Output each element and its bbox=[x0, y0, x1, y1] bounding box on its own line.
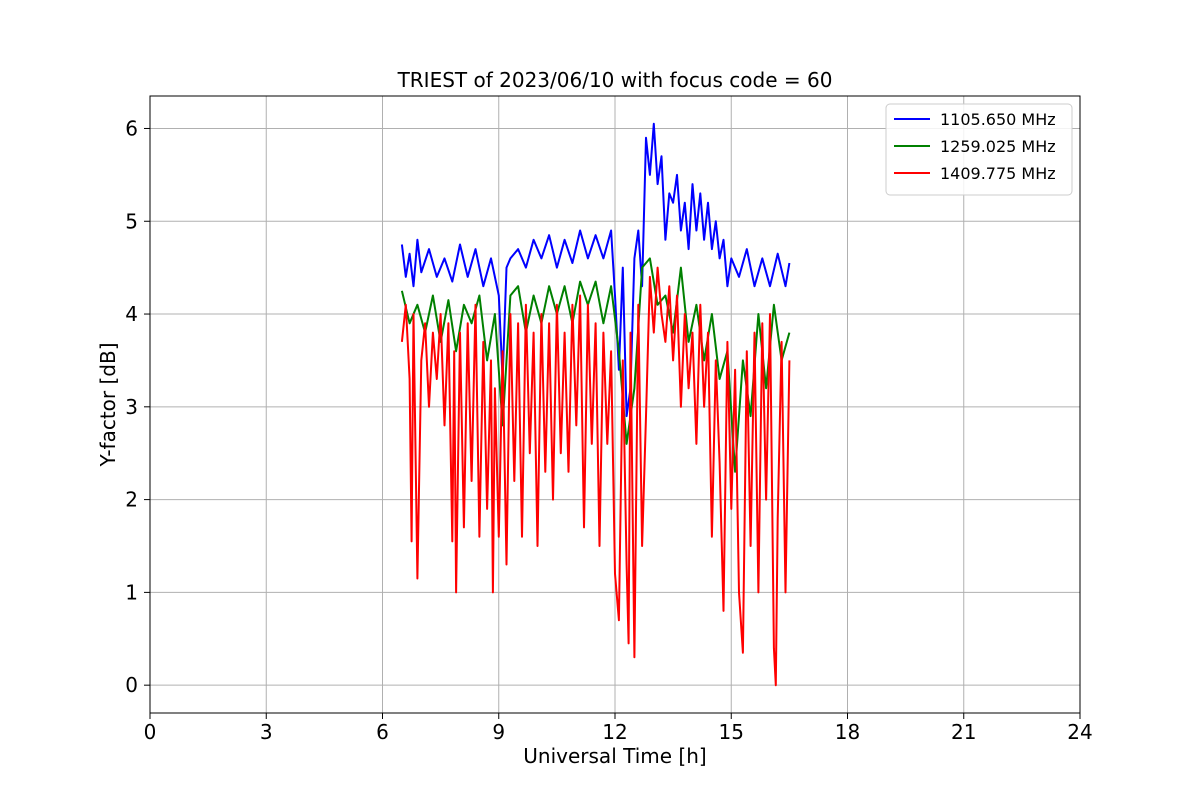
legend: 1105.650 MHz 1259.025 MHz 1409.775 MHz bbox=[885, 103, 1073, 196]
x-tick-label: 12 bbox=[602, 720, 627, 744]
legend-label: 1105.650 MHz bbox=[940, 110, 1056, 129]
y-tick-label: 4 bbox=[125, 302, 138, 326]
chart-title: TRIEST of 2023/06/10 with focus code = 6… bbox=[397, 68, 833, 92]
x-tick-label: 15 bbox=[719, 720, 744, 744]
series-line-1 bbox=[400, 122, 791, 418]
y-tick-label: 3 bbox=[125, 395, 138, 419]
y-axis-label: Y-factor [dB] bbox=[96, 342, 120, 467]
y-tick-label: 5 bbox=[125, 209, 138, 233]
series-line-3 bbox=[400, 266, 791, 687]
x-tick-label: 6 bbox=[376, 720, 389, 744]
legend-label: 1259.025 MHz bbox=[940, 137, 1056, 156]
x-tick-label: 18 bbox=[835, 720, 860, 744]
x-tick-label: 0 bbox=[144, 720, 157, 744]
series-line-2 bbox=[400, 257, 791, 473]
x-tick-label: 9 bbox=[492, 720, 505, 744]
y-tick-label: 6 bbox=[125, 116, 138, 140]
y-tick-label: 1 bbox=[125, 580, 138, 604]
x-tick-label: 24 bbox=[1067, 720, 1092, 744]
legend-label: 1409.775 MHz bbox=[940, 164, 1056, 183]
y-tick-label: 0 bbox=[125, 673, 138, 697]
y-tick-label: 2 bbox=[125, 488, 138, 512]
x-tick-label: 21 bbox=[951, 720, 976, 744]
x-tick-label: 3 bbox=[260, 720, 273, 744]
series-group bbox=[400, 122, 791, 687]
x-axis-label: Universal Time [h] bbox=[523, 744, 706, 768]
legend-box bbox=[885, 103, 1073, 196]
